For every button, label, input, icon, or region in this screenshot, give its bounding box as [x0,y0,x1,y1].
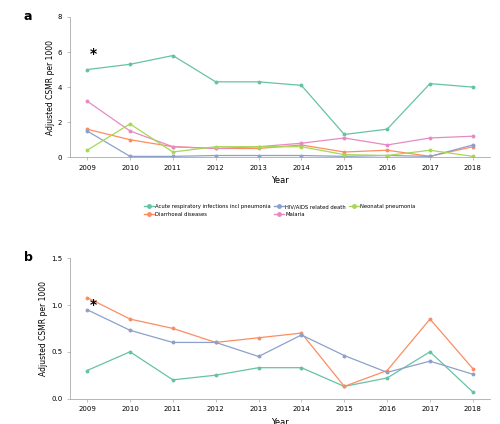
Legend: Acute respiratory infections incl pneumonia, Diarrhoeal diseases, HIV/AIDS relat: Acute respiratory infections incl pneumo… [142,202,418,219]
X-axis label: Year: Year [271,176,289,185]
Text: b: b [24,251,32,264]
Text: *: * [90,298,97,312]
Text: *: * [90,47,97,61]
Y-axis label: Adjusted CSMR per 1000: Adjusted CSMR per 1000 [40,281,48,376]
Text: a: a [24,10,32,23]
X-axis label: Year: Year [271,418,289,424]
Y-axis label: Adjusted CSMR per 1000: Adjusted CSMR per 1000 [46,39,55,134]
